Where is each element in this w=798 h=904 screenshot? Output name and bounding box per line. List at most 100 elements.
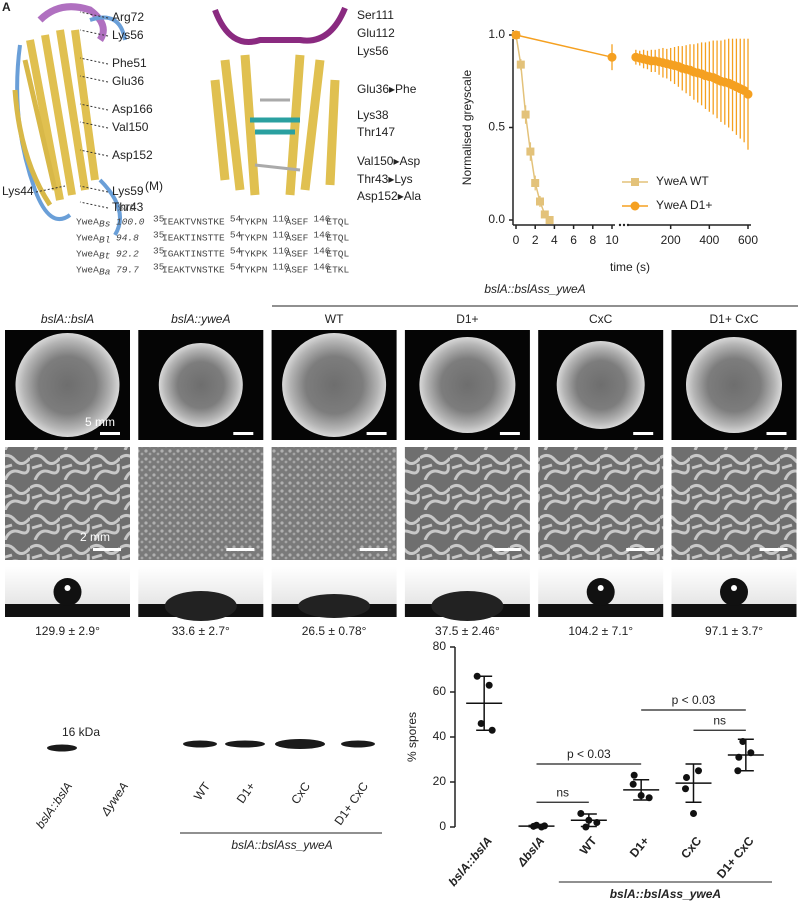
annotation: ns [713,713,726,727]
residue-label: Lys38 [357,108,389,122]
droplet-surface [671,604,797,617]
droplet [586,578,615,606]
surface-image [404,447,530,560]
scale-bar [366,432,387,435]
seq-start: 54 [230,262,242,273]
contact-angle: 104.2 ± 7.1° [568,624,633,638]
marker [516,60,525,69]
seq-residues: TYKPN [239,265,268,276]
scale-bar [499,432,520,435]
annotation: p < 0.03 [672,693,716,707]
residue-label: Phe51 [112,56,147,70]
residue-label: Thr43 [112,200,144,214]
leader-line [79,201,109,209]
point [629,780,637,788]
seq-residues: IGAKTINSTTE [162,249,225,260]
residue-label: Lys59 [112,184,144,198]
y-tick-label: 60 [433,684,447,698]
droplet [720,578,748,606]
residue-label: Lys56 [112,28,144,42]
colony [419,337,516,433]
seq-residues: IEAKTVNSTKE [162,265,225,276]
point [695,767,702,775]
greyscale-chart: 0 2 4 6 8 10 0.0 0.5 1.0 Normalised greyscale time… [460,27,758,274]
y-tick-label: 20 [433,774,447,788]
droplet [431,591,504,621]
axis-break [618,223,622,227]
scale-bar [492,548,521,551]
surface-image [671,447,797,560]
seq-identity: 94.8 [116,233,139,244]
alignment-header: %ID [117,203,135,214]
leader-line [79,103,109,111]
residue-label: Ser111 [357,8,394,22]
seq-start: 110 [273,246,290,257]
leader-line [79,121,109,129]
y-axis-label: % spores [405,712,419,762]
structure-1-labels: Arg72 Lys56 Phe51 Glu36 Asp166 Val150 Asp152 Ly… [2,10,163,214]
lane-label: WT [191,779,214,803]
group-label: bslA::bslAss_yweA [231,838,332,852]
strain-label: bslA::yweA [171,312,230,326]
seq-residues: IEAKTVNSTKE [162,217,225,228]
x-tick-label: 2 [532,233,539,247]
annotation: p < 0.03 [567,747,611,761]
x-tick-label: 400 [699,233,719,247]
contact-angle: 26.5 ± 0.78° [302,624,367,638]
seq-residues: IEAKTINSTTE [162,233,225,244]
seq-name: YweA [76,249,99,260]
strain-label: WT [325,312,344,326]
y-tick-label: 80 [433,639,447,653]
scale-bar [626,548,655,551]
seq-name: YweA [76,217,99,228]
structure-2 [210,6,348,196]
band [183,740,217,748]
x-tick-label: 200 [661,233,681,247]
droplet-glint [731,585,737,591]
seq-start: 146 [313,246,330,257]
y-tick-label: 1.0 [488,27,505,41]
surface-image [138,447,264,560]
seq-residues: TYKPK [239,249,268,260]
structure-1 [12,3,127,237]
superscript: (M) [145,179,163,193]
category-label: D1+ [627,834,652,860]
residue-label: Lys44 [2,184,34,198]
y-tick-label: 40 [433,729,447,743]
scale-bar [633,432,654,435]
residue-label: Asp152▸Ala [357,189,421,203]
band [225,740,265,748]
seq-residues: ASEF [286,217,309,228]
seq-residues: TYKPN [239,233,268,244]
droplet [298,594,371,618]
legend-marker [630,201,640,211]
series-line [515,34,613,58]
point [690,810,697,817]
surface-image [5,447,130,560]
contact-angle: 37.5 ± 2.46° [435,624,500,638]
seq-start: 146 [313,262,330,273]
point [485,681,493,689]
seq-residues: ASEF [286,249,309,260]
structure-2-labels: Ser111 Glu112 Lys56 Glu36▸Phe Lys38 Thr147 Val… [357,8,421,203]
scale-label: 5 mm [85,415,115,429]
seq-start: 146 [313,230,330,241]
band [275,739,325,749]
scale-bar [100,432,120,435]
seq-residues: ETQL [326,233,349,244]
lane-label: ΔyweA [98,780,131,819]
seq-start: 35 [153,214,165,225]
droplet-surface [5,604,130,617]
axis-break [626,223,630,227]
residue-label: Glu36 [112,74,144,88]
residue-label: Glu36▸Phe [357,82,417,96]
seq-start: 110 [273,230,290,241]
category-label: D1+ CxC [714,834,757,881]
marker [540,210,549,219]
seq-species: Bl [99,235,110,246]
lane-label: CxC [288,779,313,806]
